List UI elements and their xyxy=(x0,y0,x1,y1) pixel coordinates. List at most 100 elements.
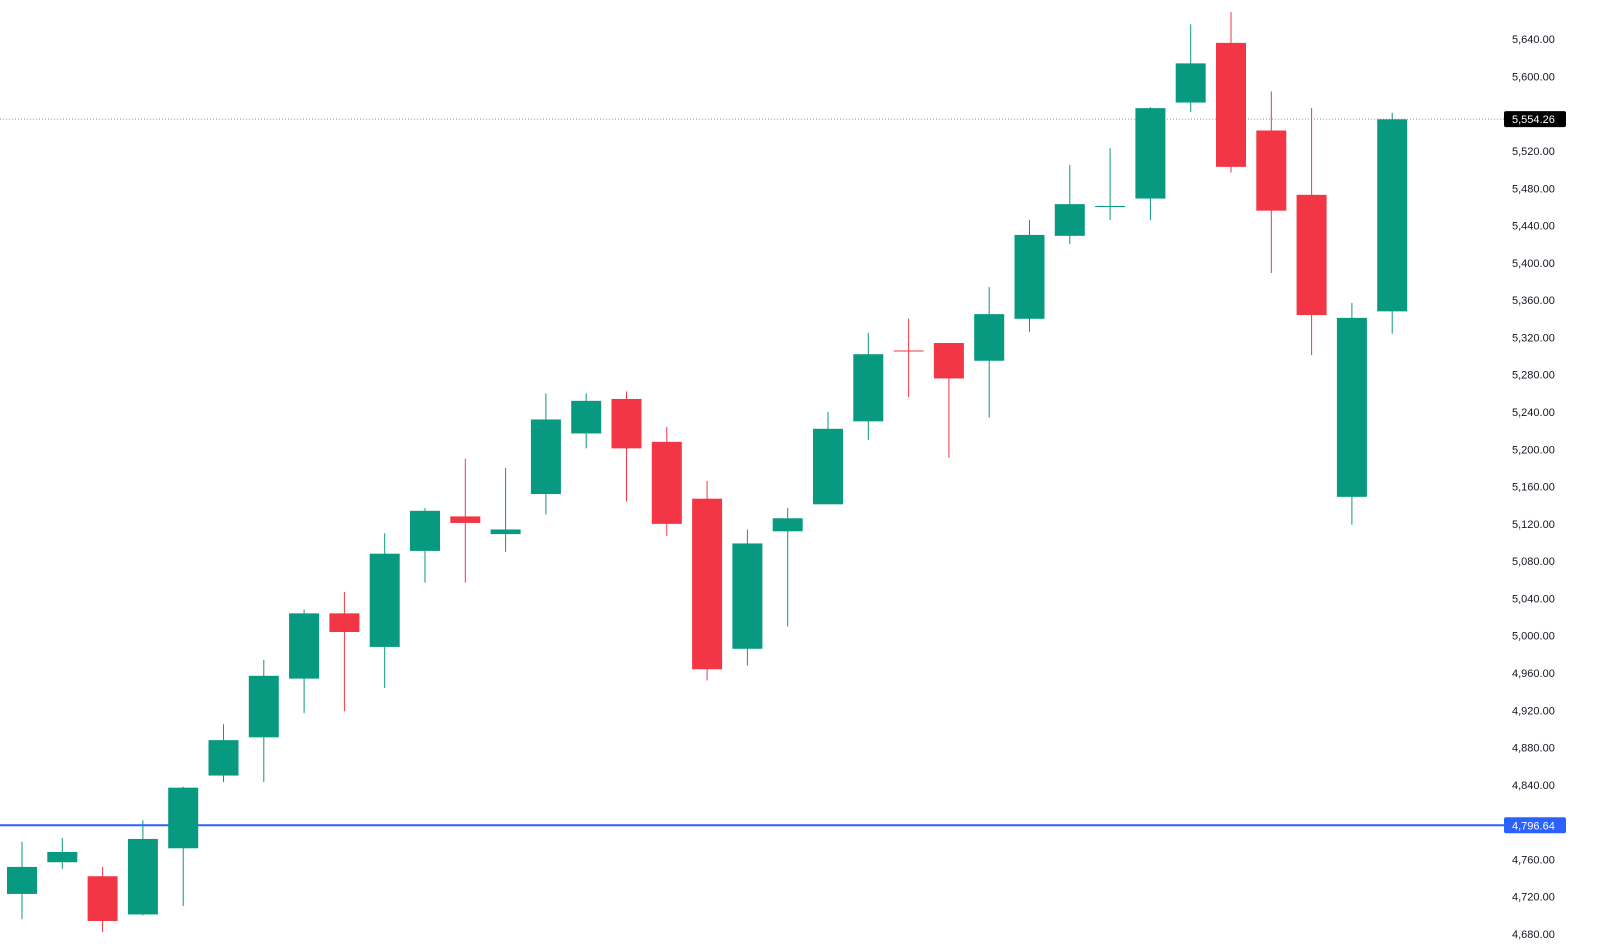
price-axis-tick-label: 5,120.00 xyxy=(1512,519,1555,531)
last-price-tag-text: 5,554.26 xyxy=(1512,114,1555,126)
candle-body xyxy=(289,613,320,679)
candle-body xyxy=(1054,204,1085,236)
price-tags: 5,554.26 4,796.64 xyxy=(1504,111,1566,834)
last-price-tag: 5,554.26 xyxy=(1504,111,1566,128)
candle[interactable] xyxy=(853,332,884,440)
candle-body xyxy=(450,516,481,523)
candle[interactable] xyxy=(813,412,843,505)
candle[interactable] xyxy=(208,724,239,783)
candle[interactable] xyxy=(1377,112,1408,334)
candle-body xyxy=(571,400,602,434)
price-axis-tick-label: 4,840.00 xyxy=(1512,780,1555,792)
price-axis-tick-label: 5,440.00 xyxy=(1512,221,1555,233)
price-axis-tick-label: 5,040.00 xyxy=(1512,593,1555,605)
candle-body xyxy=(1216,42,1246,167)
candle-body xyxy=(329,613,360,632)
price-axis-tick-label: 4,680.00 xyxy=(1512,929,1555,941)
candle-body xyxy=(974,314,1005,361)
last-price-tag-bg xyxy=(1504,111,1566,128)
candle-body xyxy=(369,553,400,647)
horizontal-line-tag-text: 4,796.64 xyxy=(1512,820,1555,832)
candle-body xyxy=(410,510,440,551)
candle-body xyxy=(611,398,642,449)
candle-body xyxy=(87,876,118,921)
candle-body xyxy=(813,428,843,505)
price-axis-tick-label: 5,200.00 xyxy=(1512,444,1555,456)
candle[interactable] xyxy=(1256,91,1287,274)
price-axis-tick-label: 5,600.00 xyxy=(1512,71,1555,83)
price-axis-tick-label: 5,360.00 xyxy=(1512,295,1555,307)
candle-body xyxy=(127,838,158,915)
candle[interactable] xyxy=(1014,219,1045,332)
candle-body xyxy=(1175,63,1206,103)
candle[interactable] xyxy=(893,318,924,398)
candle-body xyxy=(1377,119,1408,312)
candle-body xyxy=(1014,234,1045,319)
candle[interactable] xyxy=(289,609,320,714)
candle[interactable] xyxy=(248,659,279,783)
candle[interactable] xyxy=(692,480,723,681)
price-axis: 4,680.00 4,720.00 4,760.00 4,840.00 4,880.00… xyxy=(1512,34,1555,941)
candle-body xyxy=(490,529,521,535)
candle-body xyxy=(1336,317,1367,497)
candle[interactable] xyxy=(974,287,1005,418)
candle-body xyxy=(772,518,803,532)
candle[interactable] xyxy=(1175,24,1206,112)
price-axis-tick-label: 4,720.00 xyxy=(1512,892,1555,904)
candle[interactable] xyxy=(1095,148,1126,220)
candle[interactable] xyxy=(7,841,37,920)
candle[interactable] xyxy=(47,838,78,869)
candle[interactable] xyxy=(329,591,360,712)
candle[interactable] xyxy=(410,508,440,583)
candle[interactable] xyxy=(87,866,118,933)
candle[interactable] xyxy=(127,820,158,916)
candle-body xyxy=(933,343,964,379)
price-axis-tick-label: 5,640.00 xyxy=(1512,34,1555,46)
candle[interactable] xyxy=(450,458,481,583)
price-axis-tick-label: 4,920.00 xyxy=(1512,705,1555,717)
candle-body xyxy=(248,675,279,738)
price-axis-tick-label: 5,280.00 xyxy=(1512,370,1555,382)
candle-body xyxy=(530,419,561,495)
price-axis-tick-label: 4,960.00 xyxy=(1512,668,1555,680)
candle[interactable] xyxy=(1135,107,1166,220)
price-axis-tick-label: 5,000.00 xyxy=(1512,631,1555,643)
price-axis-tick-label: 4,880.00 xyxy=(1512,743,1555,755)
candle-body xyxy=(1095,206,1126,208)
candle[interactable] xyxy=(1216,12,1246,173)
candle-body xyxy=(1256,130,1287,211)
candle-body xyxy=(208,740,239,776)
candle[interactable] xyxy=(168,786,199,907)
price-axis-tick-label: 4,760.00 xyxy=(1512,854,1555,866)
price-axis-tick-label: 5,240.00 xyxy=(1512,407,1555,419)
candle[interactable] xyxy=(369,533,400,688)
candle-body xyxy=(168,787,199,849)
candle-body xyxy=(893,350,924,352)
price-axis-tick-label: 5,320.00 xyxy=(1512,332,1555,344)
horizontal-line-tag-bg xyxy=(1504,817,1566,834)
candle[interactable] xyxy=(611,391,642,502)
price-axis-tick-label: 5,400.00 xyxy=(1512,258,1555,270)
candle[interactable] xyxy=(530,393,561,515)
candle[interactable] xyxy=(651,426,682,536)
candle[interactable] xyxy=(732,529,763,666)
price-axis-tick-label: 5,480.00 xyxy=(1512,183,1555,195)
candle-body xyxy=(692,498,723,670)
candle[interactable] xyxy=(1296,108,1327,356)
price-axis-tick-label: 5,160.00 xyxy=(1512,482,1555,494)
candle-body xyxy=(651,441,682,524)
horizontal-line-tag: 4,796.64 xyxy=(1504,817,1566,834)
candle[interactable] xyxy=(490,467,521,552)
candle[interactable] xyxy=(571,393,602,449)
candle[interactable] xyxy=(772,508,803,627)
candle-body xyxy=(1135,108,1166,199)
candle-body xyxy=(1296,194,1327,316)
candle[interactable] xyxy=(933,343,964,458)
candle-body xyxy=(7,866,37,894)
price-axis-tick-label: 5,520.00 xyxy=(1512,146,1555,158)
candle[interactable] xyxy=(1336,302,1367,525)
candle[interactable] xyxy=(1054,164,1085,245)
candle-body xyxy=(732,543,763,649)
candle-body xyxy=(853,354,884,422)
